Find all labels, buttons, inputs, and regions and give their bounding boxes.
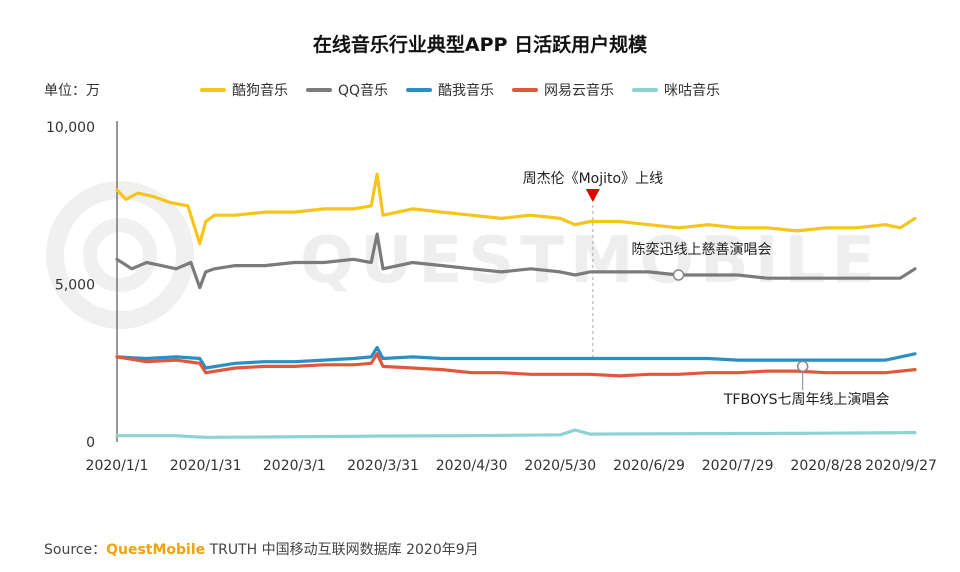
legend-item-qq: QQ音乐 xyxy=(306,80,388,100)
legend-label-netease: 网易云音乐 xyxy=(544,83,615,99)
x-tick-label: 2020/6/29 xyxy=(613,458,685,474)
unit-label: 单位：万 xyxy=(44,83,100,99)
eason-annotation: 陈奕迅线上慈善演唱会 xyxy=(632,241,772,258)
chart-title: 在线音乐行业典型APP 日活跃用户规模 xyxy=(312,34,648,56)
legend-item-kugou: 酷狗音乐 xyxy=(200,80,288,100)
legend-item-migu: 咪咕音乐 xyxy=(632,80,720,100)
legend-item-netease: 网易云音乐 xyxy=(512,80,614,100)
series-line-qq xyxy=(115,232,917,290)
series-line-netease xyxy=(115,352,917,378)
legend-swatch-kuwo xyxy=(406,88,433,92)
eason-marker xyxy=(672,269,685,281)
source-note: Source：QuestMobile TRUTH 中国移动互联网数据库 2020… xyxy=(44,539,479,559)
x-tick-label: 2020/7/29 xyxy=(702,458,774,474)
legend-label-kuwo: 酷我音乐 xyxy=(438,83,495,99)
legend-item-kuwo: 酷我音乐 xyxy=(406,80,494,100)
x-tick-label: 2020/1/31 xyxy=(170,458,242,474)
legend-swatch-migu xyxy=(632,88,659,92)
legend-swatch-qq xyxy=(306,88,332,92)
tfboys-marker xyxy=(796,360,809,373)
series-line-migu xyxy=(115,428,917,439)
watermark-logo: QUESTMOBILE xyxy=(46,181,881,329)
series-line-kugou xyxy=(115,172,917,246)
y-tick-label: 5,000 xyxy=(55,278,95,294)
y-tick-label: 10,000 xyxy=(46,120,95,136)
source-brand: QuestMobile xyxy=(106,542,206,558)
source-suffix: TRUTH 中国移动互联网数据库 2020年9月 xyxy=(205,542,479,558)
legend-swatch-kugou xyxy=(200,88,226,92)
watermark-text: QUESTMOBILE xyxy=(300,224,881,298)
legend-label-kugou: 酷狗音乐 xyxy=(232,83,288,99)
source-prefix: Source： xyxy=(44,542,107,558)
legend-label-migu: 咪咕音乐 xyxy=(664,83,721,99)
legend: 酷狗音乐 QQ音乐 酷我音乐 网易云音乐 咪咕音乐 xyxy=(200,80,720,100)
x-tick-label: 2020/8/28 xyxy=(790,458,862,474)
legend-swatch-netease xyxy=(512,88,539,92)
legend-label-qq: QQ音乐 xyxy=(338,83,389,99)
tfboys-annotation: TFBOYS七周年线上演唱会 xyxy=(723,392,890,408)
y-tick-label: 0 xyxy=(86,435,95,451)
x-tick-label: 2020/5/30 xyxy=(524,458,596,474)
series-line-kuwo xyxy=(115,345,917,370)
x-tick-label: 2020/3/1 xyxy=(263,458,326,474)
x-tick-label: 2020/9/27 xyxy=(865,458,937,474)
mojito-marker xyxy=(585,189,600,202)
mojito-annotation: 周杰伦《Mojito》上线 xyxy=(523,171,663,187)
x-tick-label: 2020/4/30 xyxy=(436,458,508,474)
x-tick-label: 2020/3/31 xyxy=(347,458,419,474)
x-tick-label: 2020/1/1 xyxy=(86,458,149,474)
